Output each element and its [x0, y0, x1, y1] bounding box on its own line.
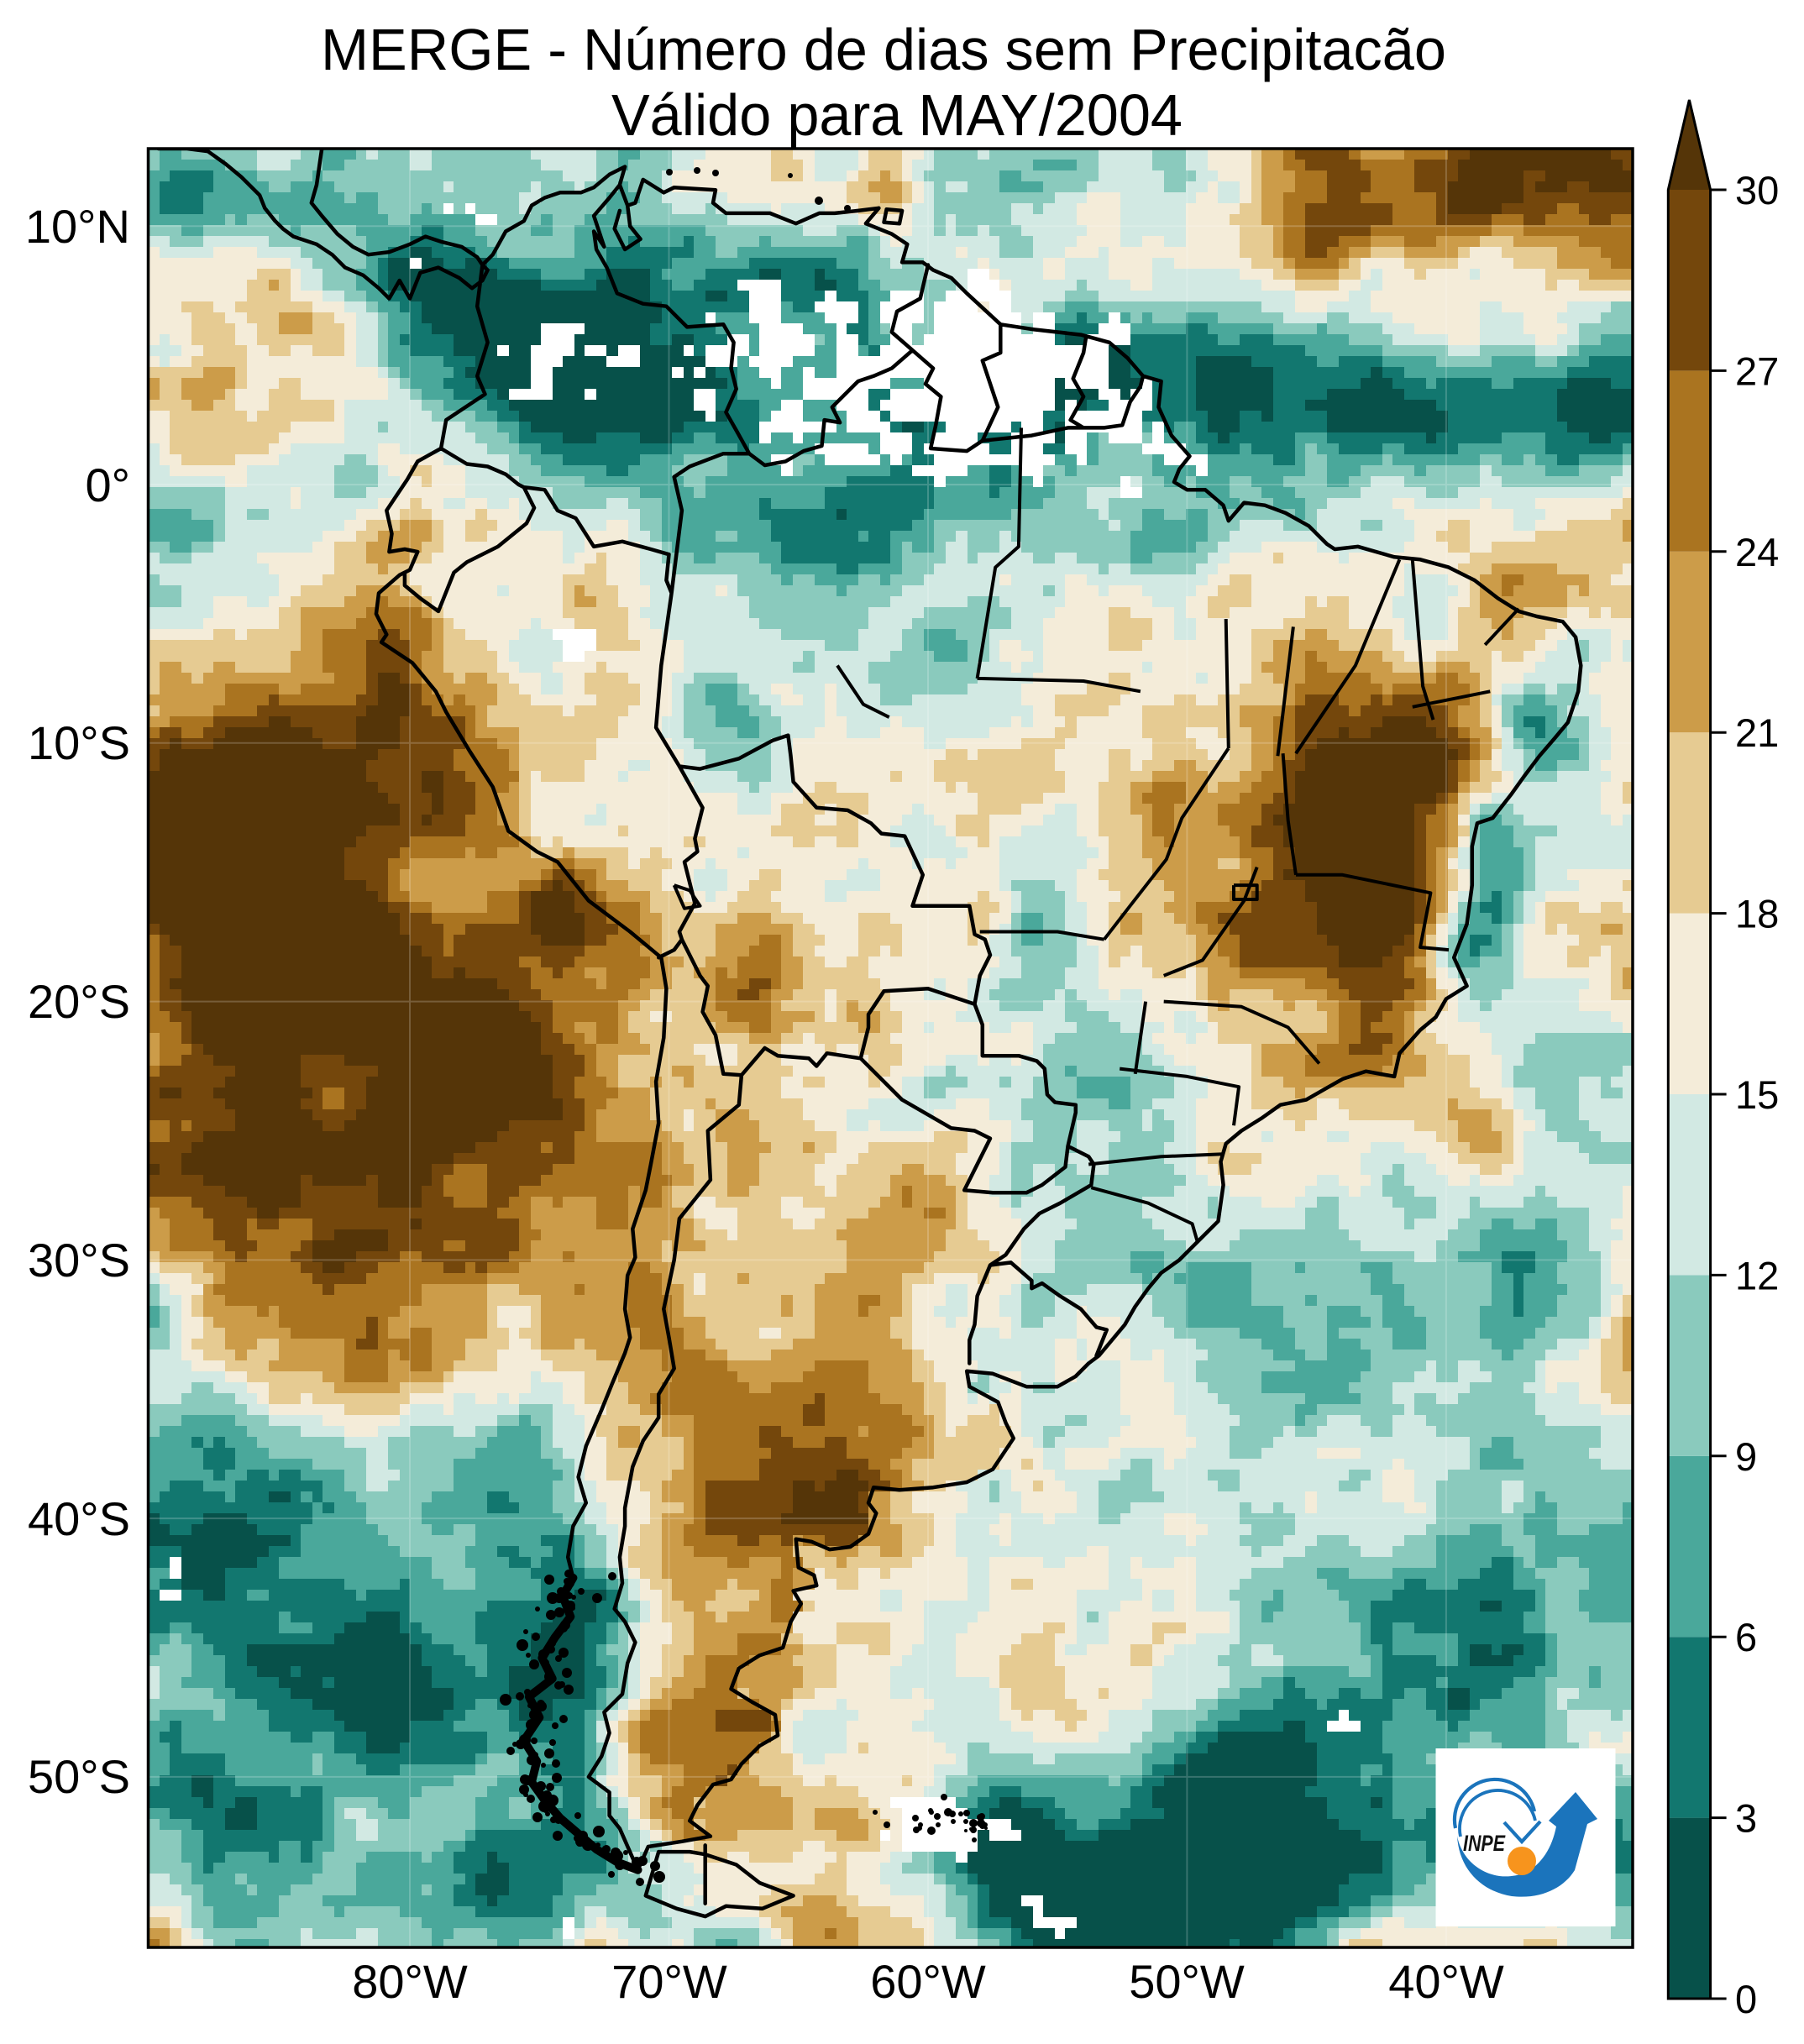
svg-text:12: 12 — [1735, 1253, 1779, 1297]
svg-text:0: 0 — [1735, 1977, 1757, 2021]
svg-text:MERGE - Número de dias sem Pre: MERGE - Número de dias sem Precipitacão — [321, 17, 1446, 82]
svg-text:21: 21 — [1735, 710, 1779, 755]
svg-text:10°N: 10°N — [25, 200, 130, 253]
svg-text:24: 24 — [1735, 530, 1779, 574]
svg-text:40°S: 40°S — [28, 1492, 130, 1545]
svg-text:3: 3 — [1735, 1796, 1757, 1841]
svg-text:60°W: 60°W — [870, 1955, 986, 2008]
svg-text:10°S: 10°S — [28, 716, 130, 769]
svg-text:70°W: 70°W — [611, 1955, 727, 2008]
svg-text:9: 9 — [1735, 1434, 1757, 1479]
svg-text:6: 6 — [1735, 1615, 1757, 1659]
svg-text:Válido para MAY/2004: Válido para MAY/2004 — [611, 82, 1183, 148]
svg-text:20°S: 20°S — [28, 975, 130, 1028]
svg-text:15: 15 — [1735, 1072, 1779, 1117]
svg-text:40°W: 40°W — [1388, 1955, 1504, 2008]
svg-text:80°W: 80°W — [352, 1955, 468, 2008]
svg-text:INPE: INPE — [1463, 1831, 1506, 1856]
svg-text:0°: 0° — [85, 459, 130, 511]
svg-text:30: 30 — [1735, 168, 1779, 212]
svg-text:27: 27 — [1735, 349, 1779, 393]
svg-text:30°S: 30°S — [28, 1234, 130, 1287]
svg-text:50°W: 50°W — [1129, 1955, 1245, 2008]
svg-text:18: 18 — [1735, 892, 1779, 936]
svg-text:50°S: 50°S — [28, 1750, 130, 1803]
